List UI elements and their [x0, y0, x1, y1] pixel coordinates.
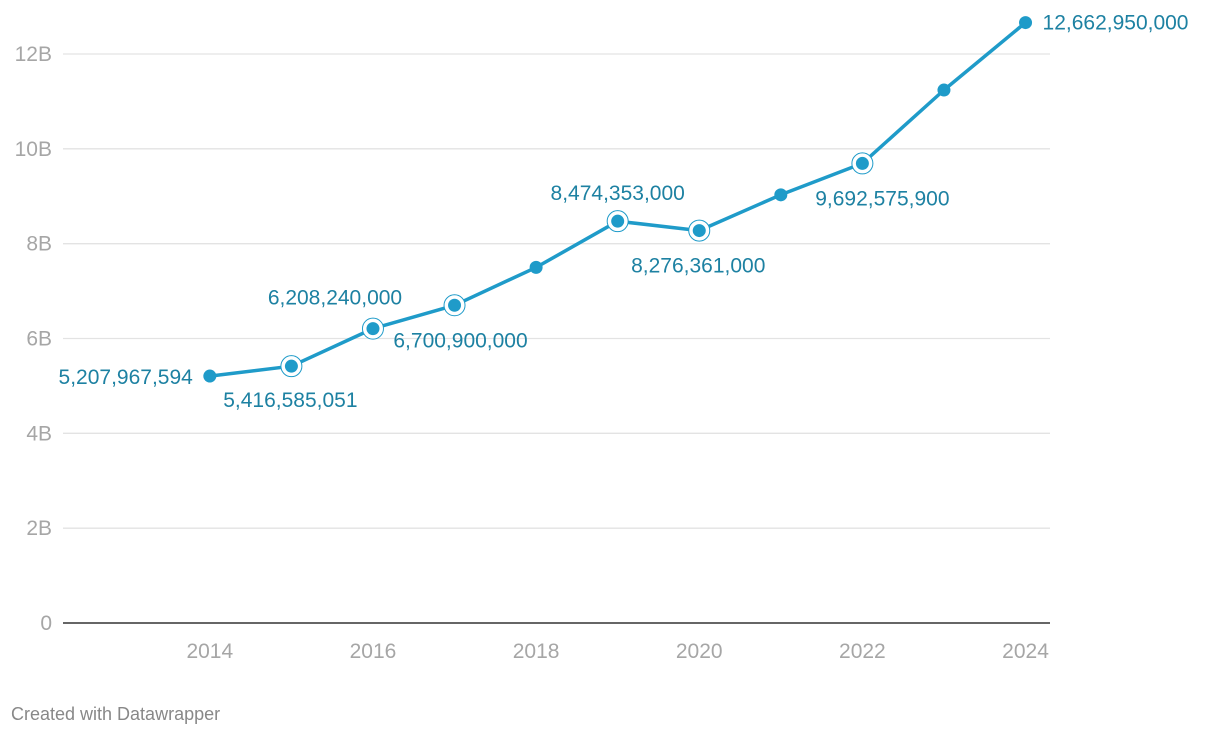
data-point	[529, 260, 543, 274]
data-label: 8,474,353,000	[551, 182, 685, 205]
line-chart: 0 2B 4B 6B 8B 10B 12B 2014 2016 2018 2020 2022 2024…	[15, 12, 1189, 663]
data-point	[203, 369, 217, 383]
data-point	[1019, 16, 1033, 30]
y-tick-label: 10B	[15, 138, 52, 161]
footer-credit: Created with Datawrapper	[11, 704, 221, 724]
series-line-group	[203, 16, 1033, 383]
data-point	[448, 298, 462, 312]
x-tick-label: 2016	[350, 640, 397, 663]
y-tick-label: 2B	[26, 517, 52, 540]
x-tick-label: 2018	[513, 640, 560, 663]
y-tick-label: 8B	[26, 233, 52, 256]
y-tick-label: 6B	[26, 328, 52, 351]
data-label: 6,700,900,000	[393, 329, 527, 352]
data-point	[611, 214, 625, 228]
x-tick-label: 2022	[839, 640, 886, 663]
data-label: 12,662,950,000	[1043, 12, 1189, 35]
x-axis-tick-labels: 2014 2016 2018 2020 2022 2024	[186, 640, 1049, 663]
grid-lines	[63, 53, 1050, 529]
x-tick-label: 2024	[1002, 640, 1049, 663]
data-label: 9,692,575,900	[815, 187, 949, 210]
data-point	[774, 188, 788, 202]
data-labels: 5,207,967,594 5,416,585,051 6,208,240,000 6…	[59, 12, 1189, 413]
y-tick-label: 4B	[26, 422, 52, 445]
data-label: 8,276,361,000	[631, 255, 765, 278]
y-tick-label: 0	[40, 612, 52, 635]
data-point	[366, 322, 380, 336]
data-point	[284, 359, 298, 373]
y-axis-tick-labels: 0 2B 4B 6B 8B 10B 12B	[15, 43, 52, 635]
data-point	[855, 156, 869, 170]
x-tick-label: 2020	[676, 640, 723, 663]
data-point	[692, 224, 706, 238]
data-label: 5,207,967,594	[59, 366, 194, 389]
x-tick-label: 2014	[186, 640, 233, 663]
data-label: 6,208,240,000	[268, 287, 402, 310]
data-label: 5,416,585,051	[223, 389, 357, 412]
y-tick-label: 12B	[15, 43, 52, 66]
data-point	[937, 83, 951, 97]
